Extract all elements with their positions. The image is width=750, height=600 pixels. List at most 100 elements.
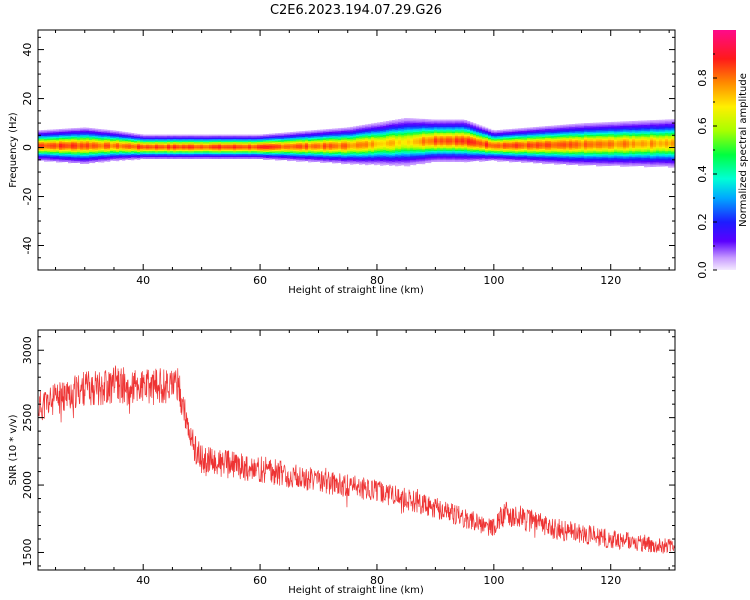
heatmap-cell <box>302 134 306 136</box>
heatmap-cell <box>302 141 306 144</box>
heatmap-cell <box>254 149 258 152</box>
heatmap-cell <box>392 156 396 158</box>
heatmap-cell <box>530 136 534 139</box>
heatmap-cell <box>374 160 378 163</box>
heatmap-cell <box>605 140 609 142</box>
heatmap-cell <box>497 158 501 161</box>
heatmap-cell <box>311 151 315 154</box>
heatmap-cell <box>185 137 189 140</box>
heatmap-cell <box>224 142 228 144</box>
heatmap-cell <box>377 125 381 128</box>
heatmap-cell <box>311 130 315 133</box>
heatmap-cell <box>464 145 468 148</box>
heatmap-cell <box>293 151 297 154</box>
heatmap-cell <box>539 140 543 142</box>
heatmap-cell <box>335 155 339 158</box>
heatmap-cell <box>356 142 360 145</box>
heatmap-cell <box>185 142 189 144</box>
heatmap-cell <box>239 155 243 158</box>
heatmap-cell <box>470 155 474 157</box>
heatmap-cell <box>536 135 540 138</box>
heatmap-cell <box>638 135 642 138</box>
heatmap-cell <box>377 141 381 144</box>
heatmap-cell <box>50 143 54 145</box>
heatmap-cell <box>212 152 216 155</box>
heatmap-cell <box>614 144 618 147</box>
heatmap-cell <box>632 154 636 156</box>
heatmap-cell <box>608 123 612 126</box>
heatmap-cell <box>569 163 573 165</box>
heatmap-cell <box>389 159 393 162</box>
heatmap-cell <box>308 135 312 137</box>
heatmap-cell <box>446 143 450 146</box>
heatmap-cell <box>311 154 315 157</box>
heatmap-cell <box>581 150 585 153</box>
heatmap-cell <box>404 158 408 161</box>
heatmap-cell <box>665 154 669 156</box>
heatmap-cell <box>602 164 606 167</box>
heatmap-cell <box>437 157 441 159</box>
heatmap-cell <box>356 160 360 163</box>
heatmap-cell <box>647 153 651 156</box>
heatmap-cell <box>566 134 570 137</box>
heatmap-cell <box>347 145 351 148</box>
heatmap-cell <box>518 150 522 153</box>
heatmap-cell <box>116 148 120 151</box>
heatmap-cell <box>326 154 330 157</box>
heatmap-cell <box>527 136 531 139</box>
heatmap-cell <box>296 157 300 159</box>
heatmap-cell <box>272 153 276 155</box>
heatmap-cell <box>359 153 363 156</box>
heatmap-cell <box>632 155 636 158</box>
heatmap-cell <box>311 146 315 149</box>
heatmap-cell <box>626 133 630 136</box>
heatmap-cell <box>290 156 294 158</box>
heatmap-cell <box>644 134 648 136</box>
heatmap-cell <box>623 145 627 148</box>
heatmap-cell <box>242 151 246 153</box>
heatmap-cell <box>605 146 609 148</box>
heatmap-cell <box>557 134 561 136</box>
heatmap-cell <box>365 127 369 130</box>
heatmap-cell <box>485 135 489 137</box>
heatmap-cell <box>647 160 651 163</box>
heatmap-cell <box>479 143 483 146</box>
heatmap-cell <box>194 139 198 141</box>
heatmap-cell <box>401 144 405 146</box>
heatmap-cell <box>548 143 552 146</box>
heatmap-cell <box>329 139 333 142</box>
heatmap-cell <box>257 146 261 149</box>
heatmap-cell <box>155 136 159 138</box>
heatmap-cell <box>74 149 78 151</box>
heatmap-cell <box>572 149 576 152</box>
heatmap-cell <box>398 147 402 150</box>
heatmap-cell <box>227 134 231 137</box>
heatmap-cell <box>650 127 654 130</box>
heatmap-cell <box>668 125 672 128</box>
heatmap-cell <box>38 130 42 133</box>
heatmap-cell <box>608 158 612 160</box>
heatmap-cell <box>401 136 405 139</box>
heatmap-cell <box>593 127 597 129</box>
heatmap-cell <box>614 133 618 136</box>
heatmap-cell <box>614 156 618 159</box>
heatmap-cell <box>659 142 663 145</box>
heatmap-cell <box>206 152 210 155</box>
heatmap-cell <box>194 155 198 158</box>
heatmap-cell <box>470 153 474 156</box>
heatmap-cell <box>644 143 648 145</box>
heatmap-cell <box>245 151 249 153</box>
heatmap-cell <box>329 160 333 163</box>
heatmap-cell <box>584 136 588 139</box>
heatmap-cell <box>539 152 543 154</box>
heatmap-cell <box>155 145 159 147</box>
heatmap-cell <box>416 148 420 151</box>
heatmap-cell <box>530 154 534 157</box>
heatmap-cell <box>83 160 87 163</box>
heatmap-cell <box>452 143 456 146</box>
heatmap-cell <box>131 140 135 143</box>
heatmap-cell <box>344 141 348 143</box>
heatmap-cell <box>83 148 87 151</box>
heatmap-cell <box>377 152 381 155</box>
heatmap-cell <box>362 151 366 154</box>
